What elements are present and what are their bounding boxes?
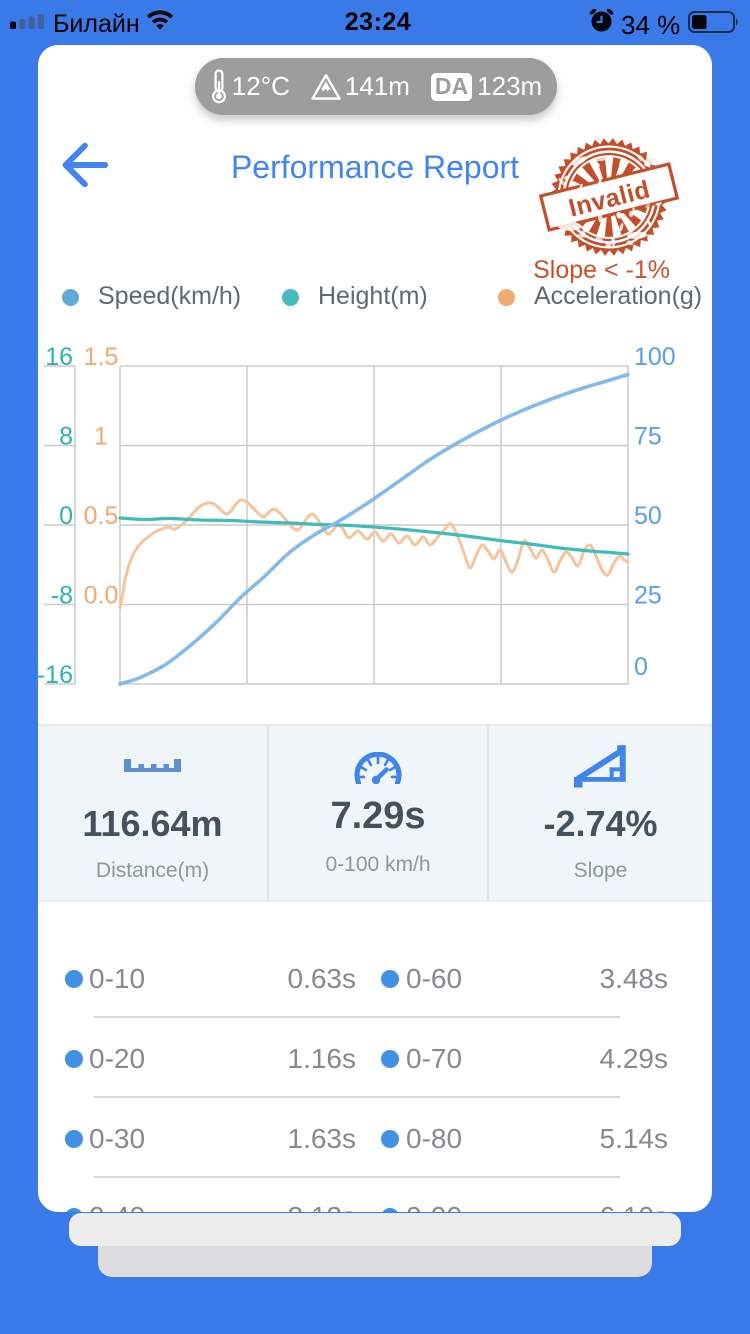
svg-text:50: 50 (634, 502, 662, 530)
svg-text:0: 0 (59, 502, 73, 530)
svg-text:1.5: 1.5 (84, 343, 119, 371)
svg-text:-16: -16 (37, 661, 73, 689)
svg-text:25: 25 (634, 582, 662, 610)
svg-text:0: 0 (634, 653, 648, 681)
svg-text:0.0: 0.0 (84, 582, 119, 610)
svg-text:100: 100 (634, 343, 676, 371)
svg-text:8: 8 (59, 423, 73, 451)
svg-text:75: 75 (634, 423, 662, 451)
svg-text:16: 16 (45, 343, 73, 371)
svg-text:-8: -8 (51, 582, 73, 610)
svg-text:1: 1 (94, 423, 108, 451)
svg-text:0.5: 0.5 (84, 502, 119, 530)
